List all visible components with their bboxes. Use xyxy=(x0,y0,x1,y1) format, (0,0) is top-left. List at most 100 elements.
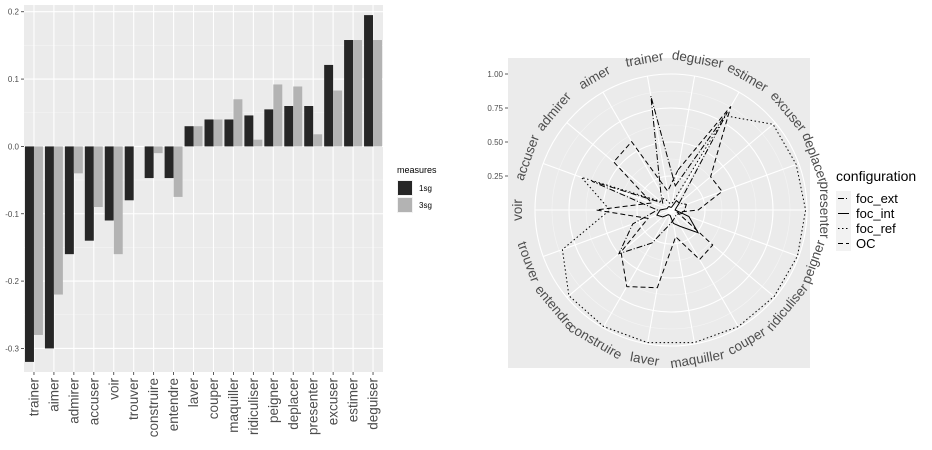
radar-spoke xyxy=(670,209,799,258)
radar-series-foc_ref xyxy=(561,115,807,344)
x-tick-label: construire xyxy=(146,378,161,437)
bar-3sg xyxy=(233,99,243,147)
radar-spoke xyxy=(646,209,672,345)
bar-1sg xyxy=(64,146,74,255)
bar-3sg xyxy=(373,40,383,147)
radar-series-OC xyxy=(596,106,732,289)
x-tick-label: deplacer xyxy=(286,378,301,430)
x-tick-label: entendre xyxy=(166,378,181,431)
x-tick-label: voir xyxy=(106,378,121,400)
y-tick-label: 0.0 xyxy=(8,142,20,151)
x-tick-label: maquiller xyxy=(226,378,241,433)
bar-1sg xyxy=(24,146,34,362)
bar-1sg xyxy=(144,146,154,179)
legend-swatch xyxy=(398,181,412,195)
bar-3sg xyxy=(293,86,303,147)
bar-3sg xyxy=(313,134,323,147)
bar-1sg xyxy=(124,146,134,201)
radar-spoke xyxy=(670,162,799,211)
bar-3sg xyxy=(173,146,183,197)
bar-3sg xyxy=(253,139,263,147)
radar-spoke xyxy=(566,122,672,211)
radar-category-label: trainer xyxy=(624,48,665,70)
x-tick-label: laver xyxy=(186,378,201,408)
x-tick-label: presenter xyxy=(306,378,321,436)
radar-category-label: laver xyxy=(629,349,661,369)
radar-spoke xyxy=(670,209,776,298)
bar-1sg xyxy=(184,126,194,147)
r-tick-label: 0.50 xyxy=(487,138,503,147)
x-tick-label: deguiser xyxy=(366,378,381,430)
radar-spoke xyxy=(543,162,672,211)
legend-label: foc_ref xyxy=(856,221,896,236)
legend-label: 3sg xyxy=(419,201,432,210)
r-tick-label: 0.25 xyxy=(487,172,503,181)
bar-1sg xyxy=(204,119,214,147)
bar-1sg xyxy=(84,146,94,241)
radar-category-label: voir xyxy=(510,199,525,221)
bar-1sg xyxy=(264,109,274,147)
radar-spoke xyxy=(602,209,672,329)
x-tick-label: trainer xyxy=(26,377,41,416)
r-tick-label: 1.00 xyxy=(487,70,503,79)
x-tick-label: peigner xyxy=(266,378,281,424)
radar-series-foc_int xyxy=(656,199,700,234)
legend-swatch xyxy=(398,198,412,212)
bar-3sg xyxy=(273,84,283,147)
bar-3sg xyxy=(93,146,103,208)
y-tick-label: 0.1 xyxy=(8,75,20,84)
x-tick-label: couper xyxy=(206,377,221,419)
r-tick-label: 0.75 xyxy=(487,104,503,113)
bar-3sg xyxy=(113,146,123,255)
y-tick-label: 0.2 xyxy=(8,8,20,17)
bar-1sg xyxy=(244,115,254,147)
radar-spoke xyxy=(670,122,776,211)
bar-3sg xyxy=(73,146,83,174)
bar-3sg xyxy=(193,126,203,147)
radar-spoke xyxy=(670,91,740,211)
x-tick-label: aimer xyxy=(46,378,61,412)
bar-chart: -0.3 -0.2 -0.1 0.0 0.1 0.2 trainer aimer admirer… xyxy=(5,5,437,437)
bar-1sg xyxy=(164,146,174,179)
legend-label: foc_int xyxy=(856,206,895,221)
radar-spoke xyxy=(670,75,696,211)
bar-1sg xyxy=(44,146,54,349)
radar-spoke xyxy=(670,209,740,329)
bar-1sg xyxy=(304,106,314,147)
legend-title: configuration xyxy=(836,168,916,184)
legend-label: OC xyxy=(856,236,876,251)
radar-spoke xyxy=(602,91,672,211)
x-tick-label: estimer xyxy=(346,378,361,423)
x-tick-label: excuser xyxy=(326,378,341,426)
legend-title: measures xyxy=(397,165,437,175)
bar-1sg xyxy=(284,106,294,147)
legend-label: 1sg xyxy=(419,184,432,193)
plot-panel xyxy=(24,5,383,372)
bar-3sg xyxy=(33,146,43,335)
legend-label: foc_ext xyxy=(856,191,898,206)
x-tick-label: admirer xyxy=(66,378,81,424)
bar-1sg xyxy=(344,40,354,147)
bar-3sg xyxy=(213,119,223,147)
radar-category-label: presenter xyxy=(817,181,832,239)
x-tick-label: accuser xyxy=(86,378,101,426)
bar-3sg xyxy=(333,90,343,147)
radar-panel xyxy=(508,58,810,368)
radar-spoke xyxy=(670,209,696,345)
y-tick-label: -0.2 xyxy=(5,277,19,286)
legend-key-bg xyxy=(836,236,851,251)
x-tick-label: trouver xyxy=(126,378,141,421)
y-tick-label: -0.3 xyxy=(5,344,19,353)
bar-1sg xyxy=(324,64,334,147)
radar-spoke xyxy=(543,209,672,258)
bar-1sg xyxy=(224,119,234,147)
bar-3sg xyxy=(53,146,63,295)
radar-series-foc_ext xyxy=(591,96,728,255)
radar-chart: 0.250.500.751.00deguiserestimerexcuserde… xyxy=(487,47,916,371)
bar-3sg xyxy=(153,146,163,154)
bar-1sg xyxy=(104,146,114,221)
bar-1sg xyxy=(364,15,374,147)
x-tick-label: ridiculiser xyxy=(246,377,261,435)
bar-3sg xyxy=(353,40,363,147)
y-tick-label: -0.1 xyxy=(5,210,19,219)
